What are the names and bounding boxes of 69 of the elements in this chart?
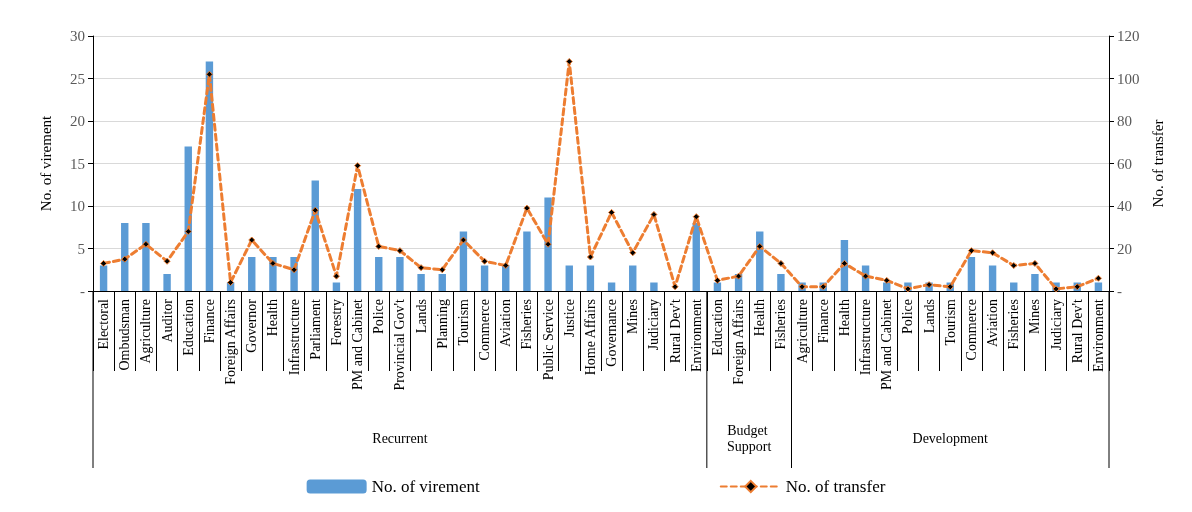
x-tick-label: Police	[371, 299, 387, 334]
y2-tick-label: 40	[1117, 198, 1132, 214]
legend-label: No. of virement	[371, 477, 481, 496]
y2-tick-label: -	[1117, 283, 1122, 299]
x-tick-label: Fisheries	[519, 299, 535, 350]
x-tick-label: Health	[752, 299, 768, 337]
x-tick-label: Health	[265, 299, 281, 337]
x-tick-label: Education	[709, 299, 725, 356]
x-tick-label: Education	[180, 299, 196, 356]
y-tick-label: 25	[70, 70, 85, 87]
x-tick-label: Fisheries	[1006, 299, 1022, 350]
x-tick-label: Justice	[561, 299, 577, 338]
y2-tick-label: 20	[1117, 240, 1132, 257]
x-tick-label: Aviation	[985, 299, 1001, 347]
x-tick-label: Rural Dev't	[667, 298, 683, 364]
x-tick-label: Public Service	[540, 299, 556, 381]
x-tick-label: Lands	[413, 299, 429, 334]
y-axis-title: No. of virement	[37, 114, 54, 212]
x-tick-label: Judiciary	[646, 299, 662, 351]
x-tick-label: Commerce	[477, 299, 493, 361]
x-tick-label: Police	[900, 299, 916, 334]
legend-label: No. of transfer	[785, 477, 886, 496]
x-tick-label: Foreign Affairs	[731, 299, 747, 385]
y-tick-label: 5	[77, 240, 85, 257]
x-tick-label: PM and Cabinet	[879, 298, 895, 390]
x-tick-label: Infrastructure	[286, 299, 302, 376]
x-tick-label: Fisheries	[773, 299, 789, 350]
x-tick-label: Environment	[1090, 298, 1106, 373]
y2-tick-label: 80	[1117, 113, 1132, 129]
text: Development	[912, 430, 989, 446]
text: Budget Support	[726, 422, 772, 454]
x-tick-label: Tourism	[942, 298, 958, 346]
x-tick-label: Agriculture	[794, 299, 810, 364]
x-tick-label: Mines	[1027, 299, 1043, 334]
x-tick-label: Tourism	[455, 298, 471, 346]
x-tick-label: Judiciary	[1048, 299, 1064, 351]
x-tick-label: Infrastructure	[858, 299, 874, 376]
x-tick-label: Ombudsman	[117, 299, 133, 371]
x-tick-label: Environment	[688, 298, 704, 373]
x-tick-label: Health	[836, 299, 852, 337]
x-tick-label: Governance	[604, 299, 620, 367]
x-tick-label: Governor	[244, 298, 260, 353]
y2-tick-label: 120	[1117, 28, 1140, 44]
x-tick-label: Aviation	[498, 299, 514, 347]
x-tick-label: Electoral	[96, 298, 112, 350]
x-tick-label: Lands	[921, 299, 937, 334]
x-tick-label: Home Affairs	[582, 299, 598, 376]
y-tick-label: 15	[70, 155, 85, 172]
y-tick-label: 20	[70, 113, 85, 129]
y2-tick-label: 100	[1117, 70, 1140, 87]
x-tick-label: Provincial Gov't	[392, 298, 408, 391]
y2-tick-label: 60	[1117, 155, 1132, 172]
y-tick-label: 30	[70, 28, 85, 44]
y-tick-label: -	[80, 283, 85, 299]
x-tick-label: Mines	[625, 299, 641, 334]
x-tick-label: Rural Dev't	[1069, 298, 1085, 364]
x-tick-label: PM and Cabinet	[350, 298, 366, 390]
x-tick-label: Commerce	[963, 299, 979, 361]
x-tick-label: Finance	[201, 299, 217, 344]
x-tick-label: Foreign Affairs	[223, 299, 239, 385]
x-tick-label: Auditor	[159, 298, 175, 343]
y-tick-label: 10	[70, 198, 85, 214]
x-tick-label: Parliament	[307, 298, 323, 360]
y2-axis-title: No. of transfer	[1149, 119, 1166, 208]
x-tick-label: Planning	[434, 299, 450, 349]
x-tick-label: Forestry	[328, 299, 344, 346]
text: Recurrent	[372, 430, 428, 446]
x-tick-label: Agriculture	[138, 299, 154, 364]
x-tick-label: Finance	[815, 299, 831, 344]
